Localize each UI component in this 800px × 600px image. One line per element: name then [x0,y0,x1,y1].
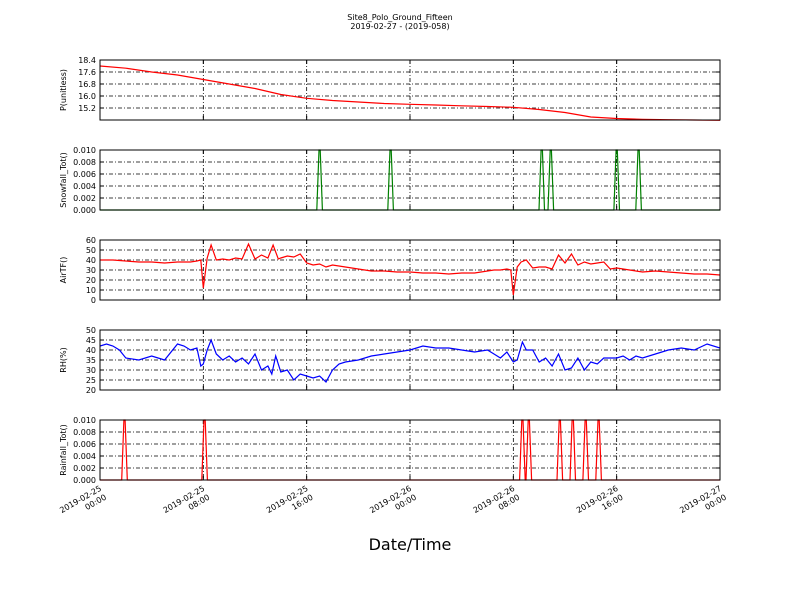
panel-1-ytick-label-2: 16.8 [78,80,96,89]
panel-2-ytick-label-0: 0.000 [73,206,96,215]
panel-5-ytick-label-4: 0.008 [73,428,96,437]
panel-3-ylabel: AirTF() [59,257,68,284]
panel-2: 0.000 0.002 0.004 0.006 0.008 0.010 Snowfall_T… [59,146,721,215]
panel-3-ytick-label-5: 50 [86,246,96,255]
panel-5-ytick-label-0: 0.000 [73,476,96,485]
panel-5-ylabel: Rainfall_Tot() [59,424,68,476]
panel-1-ylabel: P(unitless) [59,69,68,111]
panel-4-ytick-label-0: 20 [86,386,96,395]
panels-group: 15.216.016.817.618.4P(unitless)0.0000.00… [59,56,721,485]
chart-title: Site8_Polo_Ground_Fifteen [347,13,452,22]
x-tick-labels: 2019-02-2500:00 2019-02-2508:00 2019-02-25… [58,484,728,524]
panel-5: 0.000 0.002 0.004 0.006 0.008 0.010 Rainfall_T… [59,416,721,485]
panel-5-ytick-label-3: 0.006 [73,440,96,449]
panel-5-ytick-label-5: 0.010 [73,416,96,425]
panel-3-series-line [100,242,720,296]
x-tick-label-2: 2019-02-2516:00 [265,484,315,524]
panel-1-ytick-label-1: 16.0 [78,92,96,101]
panel-2-ytick-label-3: 0.006 [73,170,96,179]
panel-2-ytick-label-2: 0.004 [73,182,96,191]
panel-5-frame [99,419,721,481]
panel-1-series-line [100,65,720,121]
panel-4-ytick-label-4: 40 [86,346,96,355]
x-tick-label-0: 2019-02-2500:00 [58,484,108,524]
x-tick-label-5: 2019-02-2616:00 [575,484,625,524]
panel-3-ytick-label-0: 0 [91,296,96,305]
panel-4-ytick-label-3: 35 [86,356,96,365]
x-tick-label-1: 2019-02-2508:00 [162,484,212,524]
panel-1-frame [99,59,721,121]
panel-3-ytick-label-4: 40 [86,256,96,265]
panel-5-ytick-label-2: 0.004 [73,452,96,461]
x-axis-label: Date/Time [369,535,452,554]
panel-2-frame [99,149,721,211]
panel-1-ytick-label-4: 18.4 [78,56,96,65]
panel-2-ytick-label-1: 0.002 [73,194,96,203]
panel-2-ylabel: Snowfall_Tot() [59,152,68,208]
panel-4-ytick-label-5: 45 [86,336,96,345]
panel-3-ytick-label-3: 30 [86,266,96,275]
panel-4-ylabel: RH(%) [59,347,68,372]
panel-4-series-line [100,338,720,383]
panel-4-ytick-label-6: 50 [86,326,96,335]
panel-2-ytick-label-4: 0.008 [73,158,96,167]
panel-5-ytick-label-1: 0.002 [73,464,96,473]
panel-4-ytick-label-1: 25 [86,376,96,385]
panel-1-ytick-label-0: 15.2 [78,104,96,113]
x-tick-label-4: 2019-02-2608:00 [472,484,522,524]
panel-4-ytick-label-2: 30 [86,366,96,375]
panel-3-frame [99,239,721,301]
panel-1-ytick-label-3: 17.6 [78,68,96,77]
panel-3-ytick-label-6: 60 [86,236,96,245]
x-tick-label-6: 2019-02-2700:00 [678,484,728,524]
x-tick-label-3: 2019-02-2600:00 [368,484,418,524]
panel-3-ytick-label-1: 10 [86,286,96,295]
panel-1: 15.2 16.0 16.8 17.6 18.4 P(unitless) [59,56,721,121]
chart-subtitle: 2019-02-27 - (2019-058) [350,22,449,31]
panel-4-frame [99,329,721,391]
panel-3-ytick-label-2: 20 [86,276,96,285]
panel-2-ytick-label-5: 0.010 [73,146,96,155]
